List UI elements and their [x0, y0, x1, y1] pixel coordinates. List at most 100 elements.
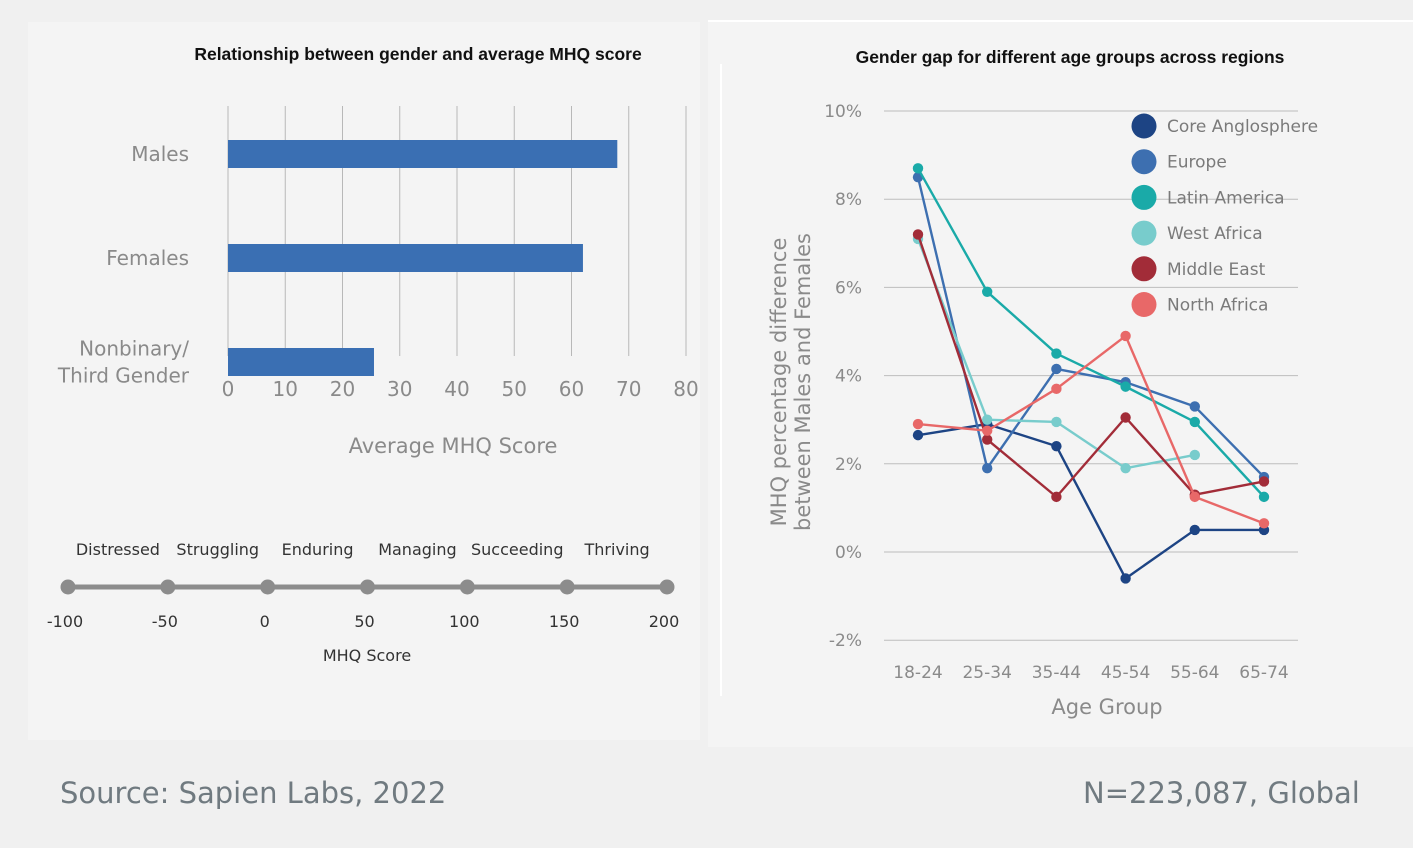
scale-category-label: Enduring	[282, 540, 354, 559]
legend-swatch	[1131, 113, 1157, 139]
legend-label: Europe	[1167, 153, 1227, 173]
bar-x-tick-label: 10	[273, 377, 298, 401]
scale-category-label: Managing	[378, 540, 456, 559]
series-5	[912, 229, 1270, 503]
line-chart-x-axis-label: Age Group	[1051, 695, 1162, 719]
bar-3	[228, 348, 374, 376]
scale-tick-label: 100	[449, 612, 480, 631]
series-line	[917, 334, 1265, 525]
series-point	[1258, 518, 1270, 529]
bar-x-tick-label: 30	[387, 377, 412, 401]
panel-divider-vertical	[720, 64, 722, 696]
bar-chart-x-axis-label: Average MHQ Score	[349, 434, 558, 458]
series-line	[916, 167, 1265, 498]
series-6	[912, 330, 1270, 529]
bar-1	[228, 140, 618, 168]
line-y-tick-label: 6%	[835, 278, 862, 298]
mhq-scale: -100 -50 0 50 100 150 200 Distressed Struggling E…	[47, 540, 679, 631]
series-point	[912, 429, 924, 441]
scale-marker	[360, 579, 375, 595]
line-x-tick-label: 55-64	[1170, 663, 1219, 683]
sample-size-note: N=223,087, Global	[1083, 776, 1360, 810]
series-point	[982, 434, 993, 445]
bar-x-tick-label: 40	[444, 377, 469, 401]
bar-chart-title: Relationship between gender and average …	[194, 44, 642, 64]
series-point	[1051, 491, 1062, 503]
scale-marker	[160, 579, 176, 595]
legend-swatch	[1131, 149, 1157, 175]
line-chart: -2% 0% 2% 4% 6% 8% 10% 18-24 25-34 35-44 45-54 55-6…	[767, 102, 1318, 683]
scale-tick-label: 200	[649, 612, 680, 631]
line-y-tick-label: 8%	[835, 190, 862, 210]
bar-x-tick-label: 70	[616, 377, 641, 401]
series-point	[1258, 476, 1270, 487]
scale-marker	[459, 579, 475, 595]
series-point	[1051, 440, 1062, 452]
line-y-tick-label: 2%	[835, 455, 862, 475]
line-chart-y-axis-label: MHQ percentage differencebetween Males a…	[767, 233, 815, 531]
bar-x-tick-label: 50	[502, 377, 527, 401]
series-point	[912, 229, 924, 240]
line-x-tick-label: 45-54	[1101, 663, 1150, 683]
series-point	[1051, 363, 1062, 375]
line-chart-legend: Core Anglosphere Europe Latin America West …	[1131, 113, 1318, 317]
series-2	[912, 171, 1270, 483]
series-point	[1120, 463, 1131, 474]
series-point	[982, 414, 993, 425]
series-line	[917, 422, 1264, 580]
legend-swatch	[1131, 256, 1157, 282]
series-point	[1120, 381, 1131, 392]
scale-tick-label: -50	[152, 612, 178, 631]
scale-marker	[260, 579, 276, 595]
line-y-tick-label: 10%	[824, 102, 862, 122]
series-point	[1189, 416, 1201, 428]
legend-label: Core Anglosphere	[1167, 117, 1318, 137]
bar-chart: 0 10 20 30 40 50 60 70 80 Males Females Nonbinary/T…	[57, 106, 699, 401]
bar-x-tick-label: 0	[222, 377, 235, 401]
series-point	[1051, 348, 1062, 359]
series-point	[982, 425, 993, 436]
line-chart-title: Gender gap for different age groups acro…	[856, 47, 1285, 67]
scale-title: MHQ Score	[323, 646, 411, 665]
scale-category-label: Succeeding	[471, 540, 563, 559]
scale-category-label: Thriving	[584, 540, 650, 559]
bar-category-label: Males	[131, 142, 189, 166]
scale-marker	[559, 579, 575, 595]
bar-x-tick-label: 60	[559, 377, 584, 401]
series-point	[1120, 412, 1131, 423]
scale-tick-label: -100	[47, 612, 83, 631]
line-y-tick-label: 4%	[835, 367, 862, 387]
legend-swatch	[1131, 292, 1157, 317]
legend-label: North Africa	[1167, 296, 1268, 316]
legend-label: Middle East	[1167, 260, 1266, 280]
panel-divider-horizontal	[708, 20, 1413, 22]
series-3	[912, 163, 1270, 503]
series-point	[1120, 330, 1131, 342]
series-line	[916, 234, 1265, 499]
scale-tick-label: 0	[260, 612, 270, 631]
bar-x-tick-label: 80	[673, 377, 698, 401]
scale-marker	[60, 579, 76, 595]
bar-2	[228, 244, 583, 272]
bar-category-label: Nonbinary/	[79, 337, 189, 361]
series-line	[916, 176, 1265, 478]
bar-category-label: Females	[106, 246, 189, 270]
series-point	[1258, 491, 1270, 503]
series-point	[1189, 491, 1201, 503]
scale-tick-label: 50	[354, 612, 374, 631]
line-y-tick-label: -2%	[829, 631, 862, 651]
scale-tick-label: 150	[549, 612, 580, 631]
series-point	[982, 286, 993, 298]
line-x-tick-label: 18-24	[893, 663, 942, 683]
legend-label: West Africa	[1167, 224, 1263, 244]
source-note: Source: Sapien Labs, 2022	[60, 776, 447, 810]
series-point	[912, 163, 924, 174]
series-point	[1189, 449, 1201, 461]
series-point	[982, 463, 993, 474]
bar-x-tick-label: 20	[330, 377, 355, 401]
legend-label: Latin America	[1167, 188, 1285, 208]
scale-category-label: Distressed	[76, 540, 160, 559]
series-point	[1051, 416, 1062, 428]
series-point	[1051, 383, 1062, 395]
